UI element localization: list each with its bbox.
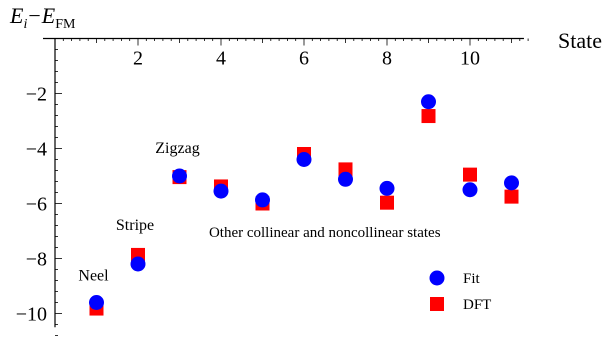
x-tick-label: 4 <box>216 48 226 70</box>
x-tick-label: 6 <box>299 48 309 70</box>
legend-dft-label: DFT <box>463 297 491 313</box>
legend: Fit DFT <box>429 270 491 313</box>
fit-point <box>172 168 187 184</box>
fit-point <box>255 192 270 208</box>
annotation-label: Neel <box>78 268 109 285</box>
annotation-label: Other collinear and noncollinear states <box>209 225 441 241</box>
annotation-label: Stripe <box>116 217 154 234</box>
annotations: Neel Stripe Zigzag Other collinear and nonc… <box>78 140 440 285</box>
fit-point <box>296 152 312 167</box>
dft-point <box>380 195 394 210</box>
fit-point <box>421 94 436 110</box>
dft-point <box>504 189 519 204</box>
fit-point <box>504 175 519 191</box>
legend-dft-marker <box>430 297 444 311</box>
x-tick-label: 10 <box>460 48 480 70</box>
legend-fit-marker <box>429 270 445 286</box>
fit-point <box>213 183 229 199</box>
x-tick-label: 8 <box>382 48 392 70</box>
dft-point <box>463 167 477 182</box>
y-tick-label: −4 <box>26 139 47 161</box>
axes <box>43 37 524 328</box>
y-tick-label: −10 <box>16 304 47 326</box>
annotation-label: Zigzag <box>155 140 199 157</box>
fit-point <box>338 171 353 187</box>
y-axis-label: Ei−EFM <box>9 3 76 32</box>
y-tick-label: −2 <box>26 84 47 106</box>
y-tick-label: −6 <box>26 194 47 216</box>
y-tick-label: −8 <box>26 249 47 271</box>
fit-point <box>130 256 146 272</box>
tick-labels: 2 4 6 8 10 −2 −4 −6 −8 −10 <box>16 48 480 326</box>
fit-point <box>89 295 104 310</box>
x-tick-label: 2 <box>133 48 143 70</box>
tick-marks <box>55 38 529 336</box>
fit-point <box>462 182 478 198</box>
fit-point <box>379 180 395 196</box>
dft-point <box>421 109 436 124</box>
series-dft <box>89 109 519 316</box>
series-fit <box>89 94 519 310</box>
legend-fit-label: Fit <box>463 271 481 287</box>
x-axis-label: State <box>558 28 602 53</box>
